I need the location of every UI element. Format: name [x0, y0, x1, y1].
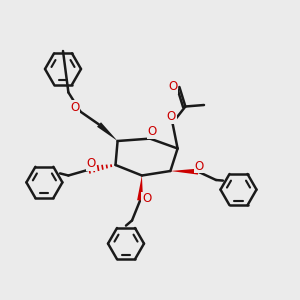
Polygon shape — [97, 122, 118, 141]
Text: O: O — [168, 80, 177, 94]
Text: O: O — [86, 157, 95, 170]
Text: O: O — [142, 192, 151, 206]
Text: O: O — [148, 125, 157, 139]
Polygon shape — [170, 169, 198, 175]
Polygon shape — [137, 176, 143, 201]
Text: O: O — [195, 160, 204, 173]
Text: O: O — [167, 110, 176, 124]
Text: O: O — [70, 100, 80, 114]
